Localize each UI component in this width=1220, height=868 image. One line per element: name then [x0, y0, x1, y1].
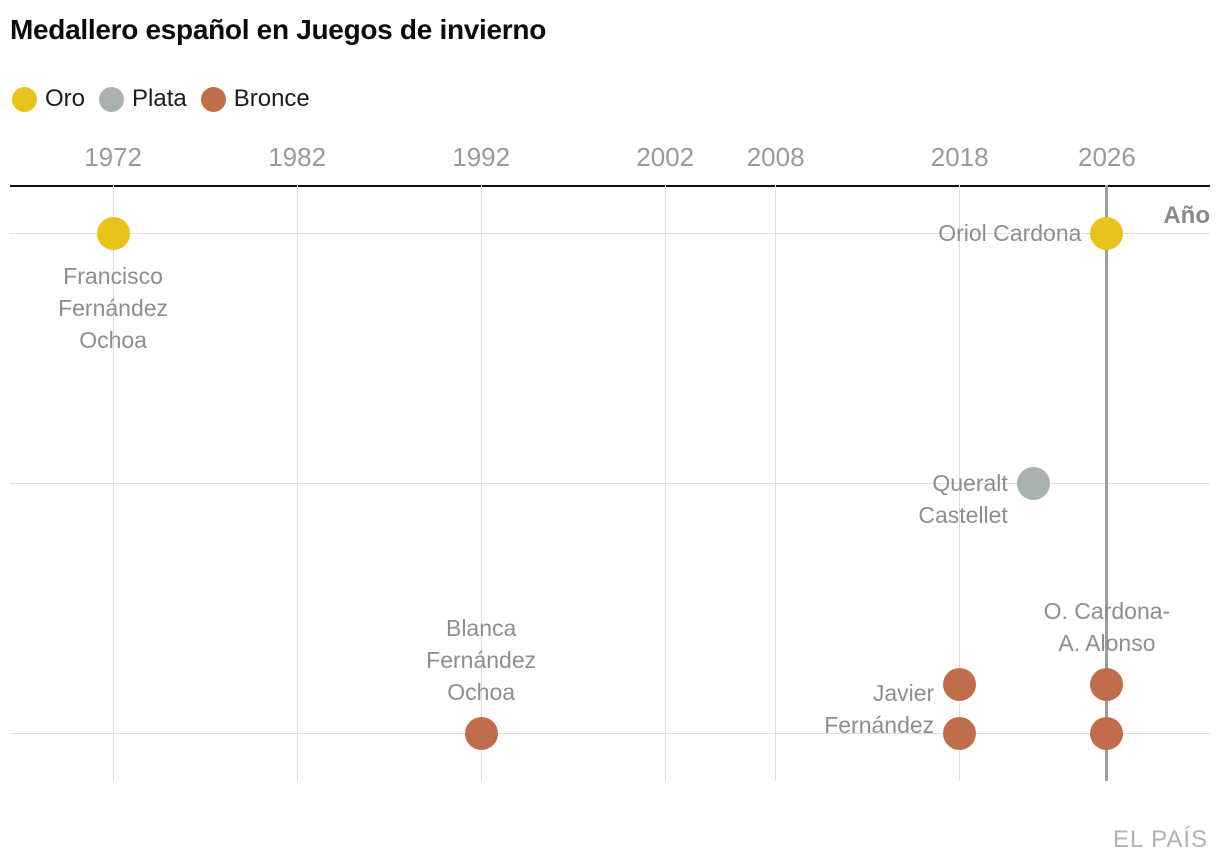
x-axis-label: Año — [1163, 202, 1210, 229]
medal-dot-oro-1972 — [96, 216, 130, 250]
athlete-label-2022-plata: Queralt Castellet — [708, 467, 1008, 531]
athlete-label-line: Fernández — [426, 646, 537, 673]
chart-title: Medallero español en Juegos de invierno — [10, 14, 546, 45]
gridline-vertical-1982 — [296, 185, 298, 781]
legend-dot-icon — [200, 86, 226, 112]
athlete-label-2018-bronce: Javier Fernández — [634, 677, 934, 741]
medal-dot-oro-2026 — [1090, 216, 1124, 250]
current-year-marker-line — [1105, 185, 1109, 781]
gridline-horizontal-bronce — [10, 732, 1210, 734]
athlete-label-1992-bronce: Blanca Fernández Ochoa — [331, 612, 631, 708]
athlete-label-line: Blanca — [445, 614, 517, 641]
athlete-label-line: O. Cardona- — [1043, 597, 1171, 624]
x-tick-label-1982: 1982 — [268, 142, 327, 172]
x-tick-label-2002: 2002 — [636, 142, 695, 172]
athlete-label-2026-oro: Oriol Cardona — [781, 217, 1081, 249]
legend-label: Plata — [132, 85, 187, 112]
medal-dot-bronce-2026 — [1090, 716, 1124, 750]
athlete-label-line: Castellet — [918, 502, 1008, 528]
legend-dot-icon — [12, 86, 37, 112]
x-tick-label-1972: 1972 — [84, 142, 142, 172]
medal-dot-bronce-2026-2 — [1090, 667, 1124, 701]
legend-item-plata: Plata — [99, 85, 187, 113]
legend-label: Bronce — [233, 85, 310, 112]
legend-dot-icon — [99, 86, 125, 112]
gridline-horizontal-oro — [10, 232, 1210, 234]
athlete-label-line: Francisco — [63, 262, 163, 289]
gridline-vertical-2018 — [959, 185, 961, 781]
gridline-vertical-1972 — [112, 185, 114, 781]
gridline-vertical-2002 — [664, 185, 666, 781]
legend-item-oro: Oro — [12, 85, 85, 113]
x-tick-label-2018: 2018 — [930, 142, 989, 172]
gridline-vertical-1992 — [480, 185, 482, 781]
legend: Oro Plata Bronce — [12, 85, 310, 113]
x-tick-label-1992: 1992 — [452, 142, 511, 172]
athlete-label-line: Fernández — [58, 294, 169, 321]
x-axis-line — [10, 185, 1210, 187]
gridline-vertical-2008 — [775, 185, 777, 781]
legend-item-bronce: Bronce — [200, 85, 310, 113]
x-tick-label-2026: 2026 — [1078, 142, 1136, 172]
athlete-label-line: Fernández — [824, 711, 935, 738]
athlete-label-2026-bronce: O. Cardona- A. Alonso — [957, 595, 1220, 659]
athlete-label-line: Oriol Cardona — [938, 220, 1082, 246]
gridline-horizontal-plata — [10, 482, 1210, 484]
athlete-label-line: Javier — [872, 679, 935, 706]
medal-dot-bronce-1992 — [464, 716, 498, 750]
athlete-label-line: A. Alonso — [1058, 629, 1156, 656]
medal-dot-bronce-2018 — [943, 716, 977, 750]
athlete-label-line: Queralt — [932, 470, 1008, 496]
medal-dot-plata-2022 — [1016, 466, 1050, 500]
source-credit: EL PAÍS — [1112, 826, 1208, 853]
athlete-label-1972-oro: Francisco Fernández Ochoa — [0, 260, 263, 356]
athlete-label-line: Ochoa — [79, 326, 147, 353]
legend-label: Oro — [45, 85, 86, 112]
athlete-label-line: Ochoa — [447, 678, 516, 705]
x-tick-label-2008: 2008 — [746, 142, 805, 172]
medal-dot-bronce-2018-2 — [943, 667, 977, 701]
